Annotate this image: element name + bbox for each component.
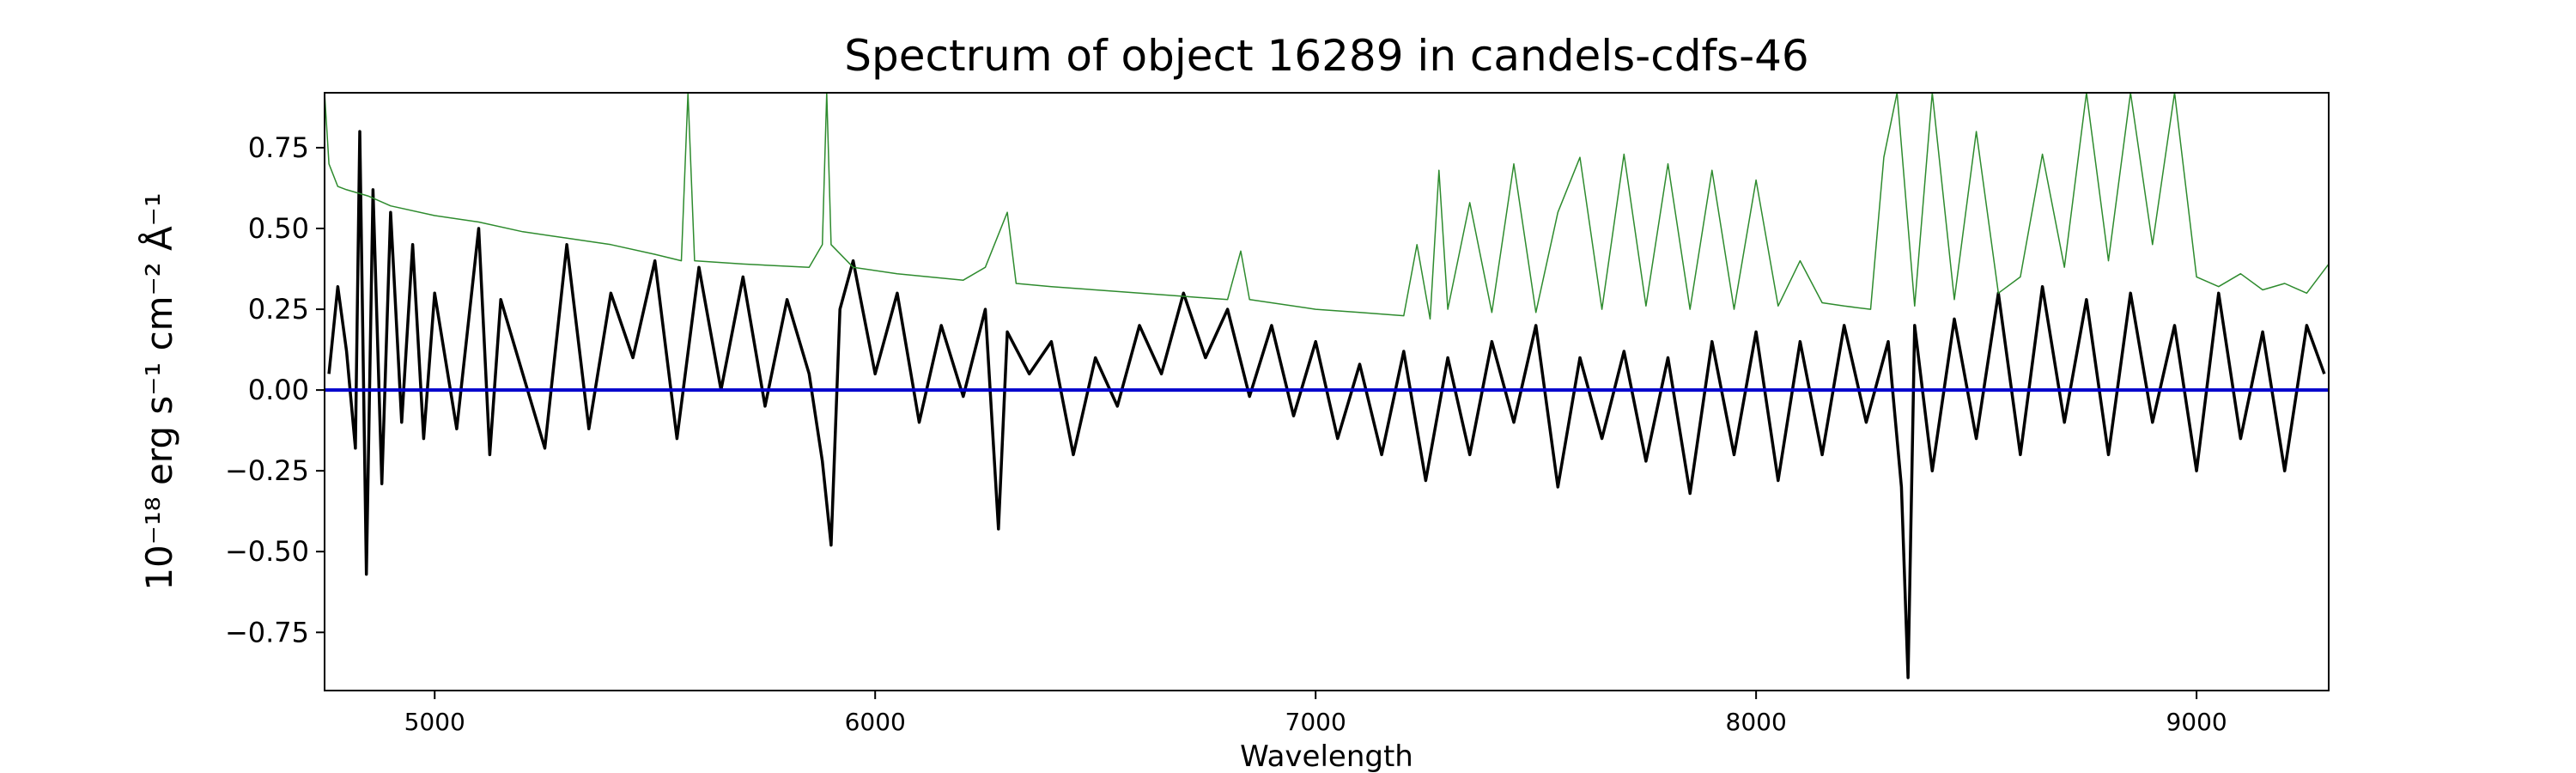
y-axis-label: 10⁻¹⁸ erg s⁻¹ cm⁻² Å⁻¹ — [137, 192, 180, 590]
y-tick-label: −0.75 — [225, 616, 309, 648]
y-axis-ticks: 0.75 0.50 0.25 0.00 −0.25 −0.50 −0.75 — [225, 131, 325, 648]
y-tick-label: −0.50 — [225, 535, 309, 568]
series-layer — [324, 92, 2330, 679]
x-axis-label: Wavelength — [1240, 740, 1413, 773]
plot-frame — [324, 92, 2330, 691]
plot-area — [324, 92, 2330, 691]
x-tick-label: 6000 — [845, 708, 906, 736]
x-tick-label: 9000 — [2166, 708, 2227, 736]
series-line-flux — [327, 130, 2326, 679]
x-tick-label: 8000 — [1726, 708, 1787, 736]
x-tick-label: 5000 — [404, 708, 465, 736]
x-axis-ticks: 5000 6000 7000 8000 9000 — [404, 691, 2227, 736]
series-line-error — [324, 92, 2330, 320]
y-tick-label: 0.50 — [248, 212, 309, 245]
y-tick-label: 0.75 — [248, 131, 309, 164]
y-tick-label: 0.25 — [248, 293, 309, 326]
y-tick-label: −0.25 — [225, 454, 309, 487]
y-tick-label: 0.00 — [248, 374, 309, 406]
chart-title: Spectrum of object 16289 in candels-cdfs… — [844, 31, 1809, 81]
x-tick-label: 7000 — [1285, 708, 1346, 736]
